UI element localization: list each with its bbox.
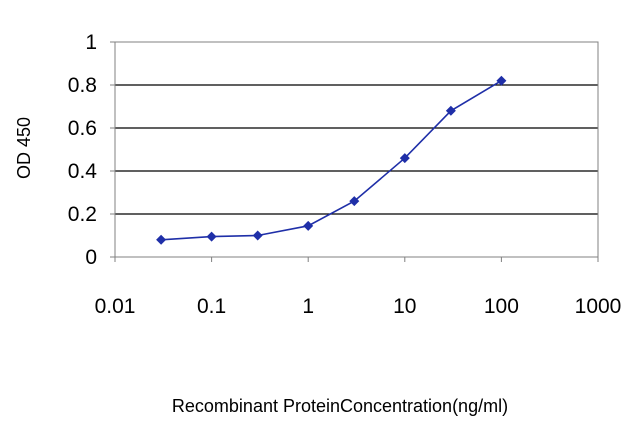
y-axis-title: OD 450 [14,117,34,179]
y-tick-label-0: 0 [85,246,97,269]
y-tick-label-2: 0.4 [68,160,98,183]
data-point-2 [252,230,263,241]
plot-area-frame [114,41,599,258]
y-tick-label-4: 0.8 [68,74,97,97]
x-axis-title: Recombinant ProteinConcentration(ng/ml) [172,396,508,416]
data-series [156,75,507,245]
x-tick-label-2: 1 [302,295,314,318]
gridlines [115,84,598,215]
y-tick-label-3: 0.6 [68,117,97,140]
series-line-0 [161,80,502,241]
data-point-6 [445,105,456,116]
x-axis-ticks: 0.01 0.1 1 10 100 1000 [95,257,622,318]
data-point-1 [206,231,217,242]
x-tick-label-5: 1000 [575,295,622,318]
data-point-3 [303,220,314,231]
x-tick-label-3: 10 [393,295,416,318]
data-point-4 [349,196,360,207]
y-axis-ticks: 0 0.2 0.4 0.6 0.8 1 [68,31,115,269]
data-point-5 [399,153,410,164]
data-point-7 [496,75,507,86]
x-tick-label-4: 100 [484,295,519,318]
x-tick-label-1: 0.1 [197,295,226,318]
x-tick-label-0: 0.01 [95,295,136,318]
y-tick-label-1: 0.2 [68,203,97,226]
data-point-0 [156,234,167,245]
y-tick-label-5: 1 [85,31,97,54]
